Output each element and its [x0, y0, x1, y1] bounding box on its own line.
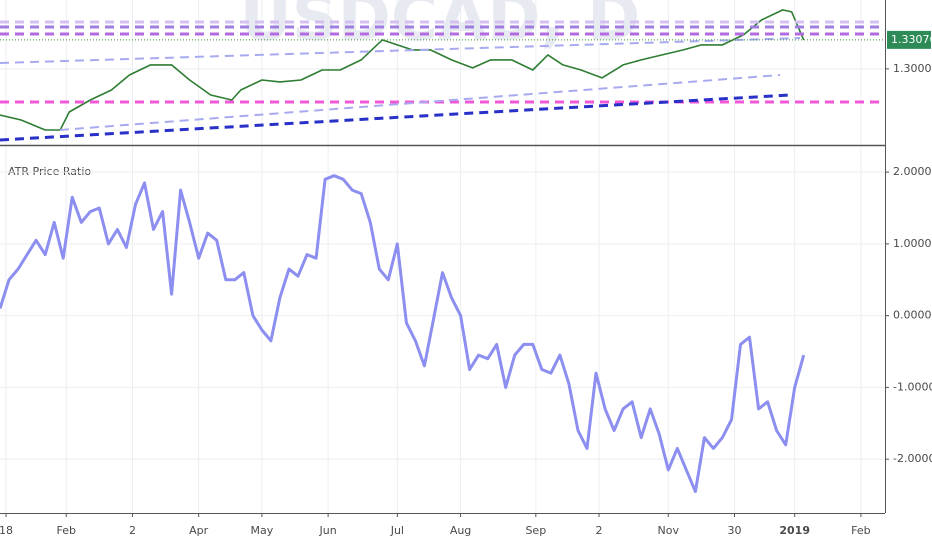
y-tick-label: 1.30000: [893, 62, 932, 75]
trend-line: [0, 37, 801, 64]
x-tick-label: Feb: [851, 524, 870, 537]
x-tick-label: 2: [129, 524, 136, 537]
trend-line: [0, 93, 791, 142]
trend-line: [59, 74, 781, 131]
x-tick-label: Nov: [658, 524, 680, 537]
x-tick-label: 30: [727, 524, 741, 537]
series-line: [0, 174, 806, 493]
y-tick-label: -2.0000: [893, 452, 932, 465]
x-tick-label: Jul: [390, 524, 404, 537]
x-tick-label: Jun: [319, 524, 337, 537]
y-tick-label: -1.0000: [893, 380, 932, 393]
x-tick-label: Apr: [189, 524, 209, 537]
x-tick-label: 18: [0, 524, 13, 537]
x-tick-label: May: [251, 524, 274, 537]
x-tick-label: 2: [596, 524, 603, 537]
y-tick-label: 0.0000: [893, 309, 932, 322]
indicator-title: ATR Price Ratio: [8, 165, 91, 178]
x-tick-label: Sep: [525, 524, 546, 537]
drawings: [0, 20, 885, 142]
series-line: [0, 9, 805, 131]
last-price-box: [887, 30, 931, 49]
x-tick-label: 2019: [779, 524, 810, 537]
y-tick-label: 1.0000: [893, 237, 932, 250]
last-price-label: 1.33076: [891, 33, 932, 46]
x-tick-label: Aug: [450, 524, 471, 537]
x-tick-label: Feb: [56, 524, 75, 537]
y-tick-label: 2.0000: [893, 165, 932, 178]
